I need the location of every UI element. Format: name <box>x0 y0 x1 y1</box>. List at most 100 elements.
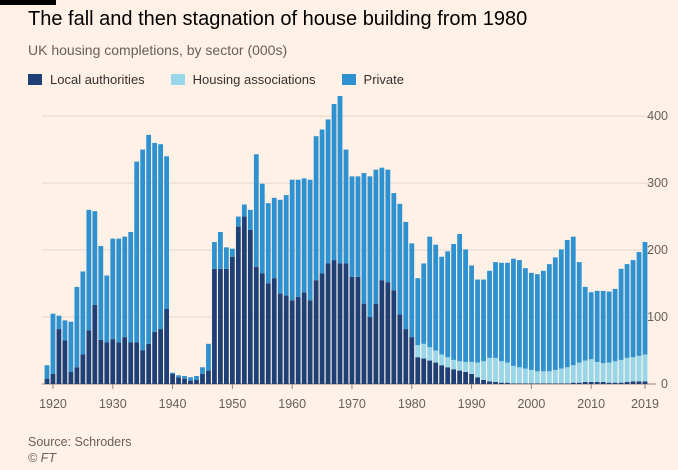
gridlines <box>42 115 656 385</box>
bar-private-1954 <box>253 154 259 267</box>
bar-private-1931 <box>116 238 122 343</box>
bar-private-1967 <box>331 104 337 261</box>
bar-housing-associations-2012 <box>600 363 606 382</box>
bar-private-1927 <box>92 211 98 305</box>
chart-title: The fall and then stagnation of house bu… <box>28 8 528 30</box>
bar-housing-associations-1994 <box>493 357 498 382</box>
x-tick-label: 2019 <box>631 397 659 411</box>
bar-local-authorities-1933 <box>128 342 134 384</box>
bar-private-1961 <box>295 179 301 297</box>
bar-private-2004 <box>552 257 558 370</box>
bar-local-authorities-1922 <box>62 340 68 384</box>
bar-private-1986 <box>445 251 451 358</box>
source-note: Source: Schroders <box>28 435 132 449</box>
bar-local-authorities-1928 <box>98 339 104 384</box>
bar-private-1987 <box>451 244 457 360</box>
top-accent-bar <box>0 0 56 5</box>
bar-private-1996 <box>505 262 510 363</box>
bar-local-authorities-2010 <box>588 381 594 384</box>
bar-local-authorities-1939 <box>164 308 169 384</box>
bar-private-1963 <box>307 179 313 301</box>
bar-private-2019 <box>642 242 648 355</box>
bar-local-authorities-1948 <box>218 268 223 384</box>
bar-private-1992 <box>481 279 486 362</box>
bar-private-2008 <box>576 262 582 363</box>
bar-private-1951 <box>235 216 241 227</box>
bar-private-1944 <box>194 375 199 380</box>
bar-private-2009 <box>582 286 588 361</box>
bar-housing-associations-2013 <box>606 362 612 383</box>
bar-local-authorities-1927 <box>92 304 98 384</box>
bar-local-authorities-1993 <box>487 381 492 384</box>
bar-private-2014 <box>612 288 618 362</box>
bar-housing-associations-1990 <box>469 361 474 374</box>
bar-local-authorities-1935 <box>140 350 146 384</box>
bar-private-1936 <box>146 134 152 344</box>
bar-housing-associations-2004 <box>552 369 558 384</box>
bar-private-1969 <box>343 149 349 264</box>
bar-private-1968 <box>337 96 343 264</box>
bar-local-authorities-1996 <box>505 382 510 384</box>
bar-private-1955 <box>259 183 265 274</box>
bar-private-1943 <box>188 377 193 381</box>
bar-private-1928 <box>98 246 104 340</box>
bar-local-authorities-2016 <box>624 381 630 384</box>
bar-local-authorities-1994 <box>493 381 498 384</box>
y-tick-label: 200 <box>647 243 668 257</box>
bar-private-1948 <box>218 231 223 269</box>
bar-private-1982 <box>421 263 427 344</box>
bar-local-authorities-1942 <box>182 378 187 384</box>
bar-local-authorities-1945 <box>200 373 205 384</box>
bar-private-2015 <box>618 268 624 360</box>
bar-private-1926 <box>86 209 92 331</box>
bar-private-1957 <box>271 197 277 279</box>
bar-local-authorities-1968 <box>337 263 343 384</box>
bar-local-authorities-1997 <box>511 383 516 384</box>
bar-private-1998 <box>517 260 522 368</box>
bar-housing-associations-2008 <box>576 362 582 383</box>
bar-local-authorities-1941 <box>176 377 181 384</box>
bar-local-authorities-1931 <box>116 342 122 384</box>
bar-housing-associations-2000 <box>528 369 534 384</box>
bar-private-1942 <box>182 375 187 379</box>
bar-private-1966 <box>325 119 331 264</box>
bar-local-authorities-2011 <box>594 381 600 384</box>
legend-item-local-authorities: Local authorities <box>28 72 145 87</box>
bar-housing-associations-1984 <box>433 350 439 363</box>
bar-private-1925 <box>80 271 86 355</box>
x-tick-label: 1920 <box>39 397 67 411</box>
x-tick-label: 1950 <box>218 397 246 411</box>
bar-private-1938 <box>158 144 164 330</box>
bar-housing-associations-1988 <box>457 361 463 371</box>
bar-private-1990 <box>469 265 474 362</box>
bar-private-1947 <box>212 242 217 269</box>
bar-local-authorities-2019 <box>642 381 648 384</box>
bar-private-1971 <box>355 176 361 277</box>
x-tick-label: 1930 <box>99 397 127 411</box>
bar-local-authorities-2012 <box>600 381 606 384</box>
bar-local-authorities-1974 <box>373 303 379 384</box>
bar-private-1988 <box>457 233 463 362</box>
bar-local-authorities-2006 <box>564 383 570 384</box>
bar-local-authorities-1978 <box>397 314 403 384</box>
bar-local-authorities-1929 <box>104 342 110 384</box>
bar-housing-associations-1996 <box>505 362 510 383</box>
legend-label-housing-associations: Housing associations <box>192 72 316 87</box>
legend-label-private: Private <box>363 72 404 87</box>
bar-local-authorities-1949 <box>224 268 229 384</box>
bar-local-authorities-1999 <box>523 383 528 384</box>
bar-private-1978 <box>397 203 403 315</box>
x-tick-label: 1990 <box>458 397 486 411</box>
bar-private-1919 <box>44 365 50 379</box>
bar-private-1974 <box>373 169 379 304</box>
bar-private-1976 <box>385 169 391 283</box>
bar-local-authorities-1934 <box>134 342 140 384</box>
bar-housing-associations-2010 <box>588 359 594 382</box>
bar-local-authorities-1975 <box>379 280 385 384</box>
bar-housing-associations-2014 <box>612 361 618 383</box>
legend-swatch-local-authorities <box>28 74 42 85</box>
bar-housing-associations-1982 <box>421 343 427 359</box>
x-tick-label: 1940 <box>159 397 187 411</box>
bar-housing-associations-1989 <box>463 361 468 372</box>
